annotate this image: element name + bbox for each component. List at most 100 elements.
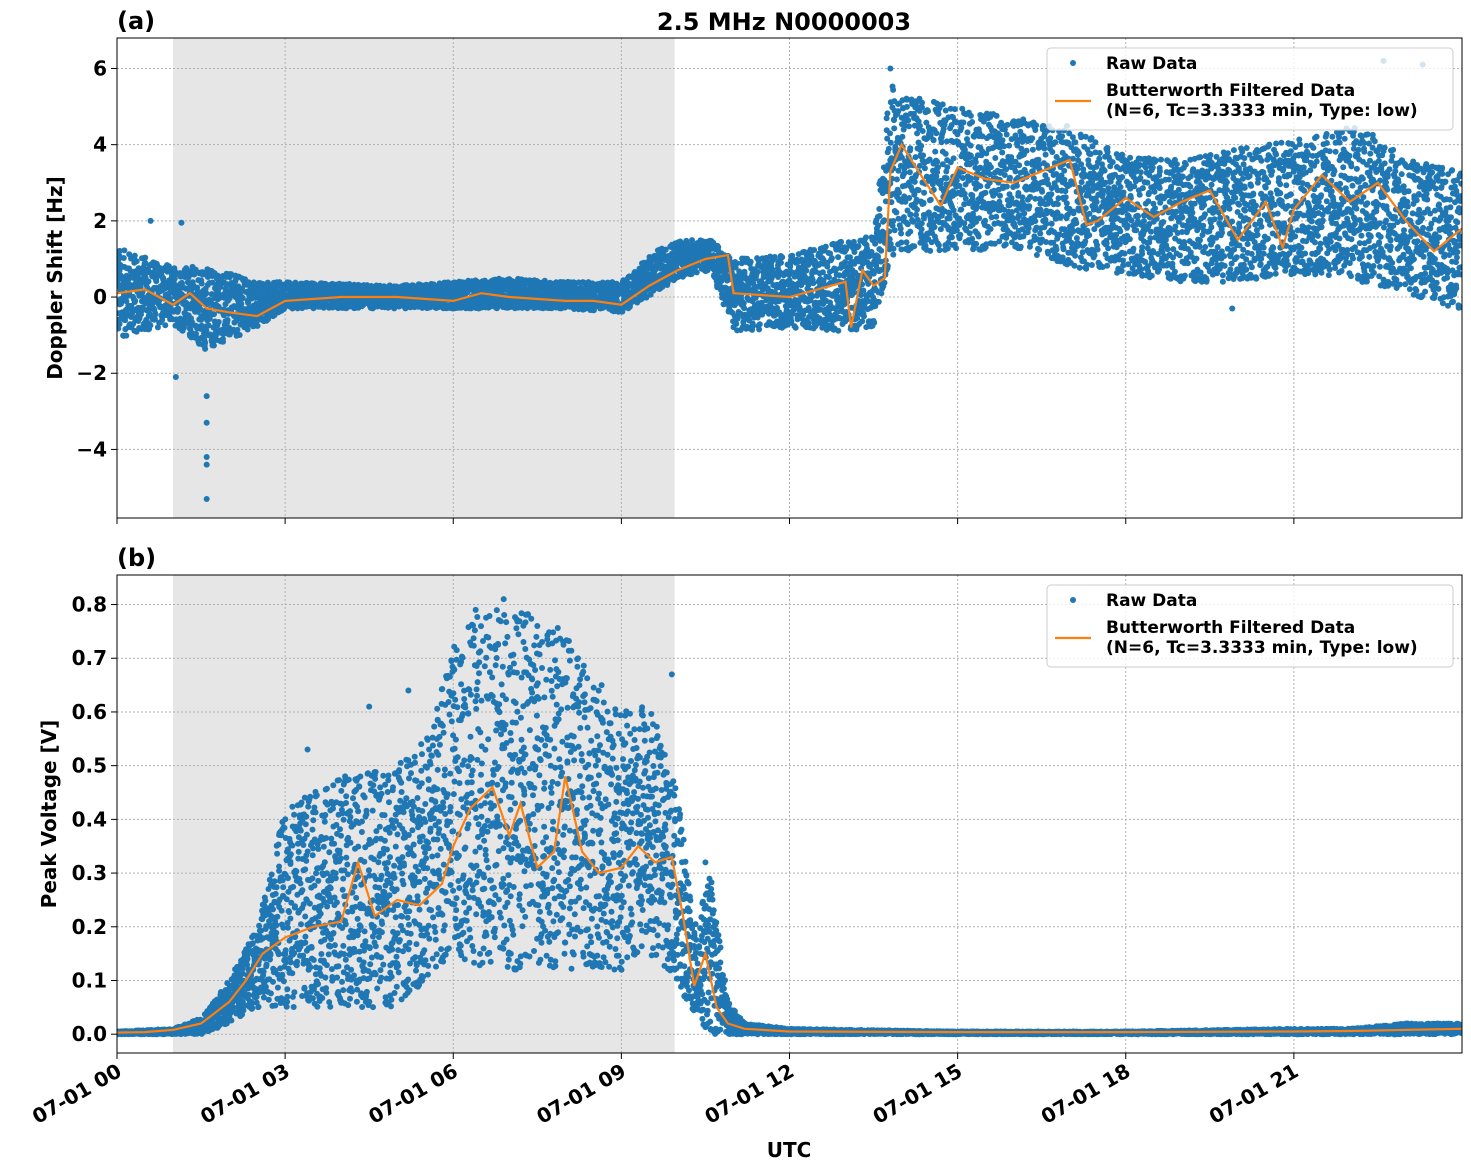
raw-data-point: [117, 325, 122, 332]
raw-data-point: [876, 206, 883, 212]
raw-data-point: [927, 247, 934, 254]
raw-data-point: [201, 340, 208, 347]
raw-data-point: [903, 103, 910, 110]
raw-data-point: [907, 211, 914, 218]
raw-data-point: [885, 145, 892, 152]
raw-data-point: [778, 259, 784, 266]
raw-data-point: [117, 247, 123, 254]
raw-data-point: [878, 247, 885, 254]
raw-data-point: [205, 322, 212, 329]
raw-data-point: [171, 275, 178, 282]
raw-data-point: [936, 247, 943, 254]
raw-data-point: [835, 254, 842, 261]
raw-data-point: [792, 324, 799, 331]
raw-data-point: [843, 316, 850, 323]
raw-data-point: [932, 148, 939, 155]
raw-data-point: [930, 137, 937, 143]
raw-data-point: [779, 254, 786, 261]
raw-data-point: [189, 279, 196, 286]
raw-data-point: [152, 311, 159, 318]
raw-data-point: [933, 130, 940, 137]
raw-data-point: [906, 123, 912, 130]
raw-data-point: [238, 300, 245, 307]
raw-data-point: [203, 327, 210, 334]
raw-data-point: [154, 324, 161, 331]
raw-data-point: [911, 178, 918, 185]
raw-data-point: [835, 327, 842, 334]
raw-data-point: [890, 245, 897, 252]
raw-data-point: [210, 342, 217, 349]
raw-data-point: [920, 199, 927, 206]
raw-data-point: [911, 243, 918, 250]
raw-data-point: [875, 222, 882, 229]
raw-data-point: [890, 86, 897, 93]
raw-data-point: [198, 280, 205, 287]
raw-data-point: [810, 280, 817, 287]
raw-data-point: [822, 243, 829, 250]
raw-data-point: [927, 196, 934, 203]
raw-data-point: [943, 175, 950, 182]
raw-data-point: [896, 189, 902, 196]
raw-data-point: [916, 122, 923, 129]
raw-data-point: [826, 274, 832, 281]
raw-data-point: [749, 320, 756, 327]
raw-data-point: [914, 206, 920, 213]
raw-data-point: [167, 295, 173, 302]
raw-data-point: [740, 300, 747, 307]
raw-data-point: [918, 220, 925, 227]
raw-data-point: [887, 139, 894, 146]
raw-data-point: [828, 255, 835, 262]
raw-data-point: [884, 110, 891, 117]
raw-data-point: [211, 311, 217, 318]
raw-data-point: [715, 244, 722, 251]
raw-data-point: [131, 252, 138, 259]
raw-data-point: [942, 107, 949, 114]
raw-data-point: [875, 298, 882, 305]
raw-data-point: [756, 326, 763, 333]
raw-data-point: [905, 117, 912, 124]
raw-data-point: [123, 332, 130, 339]
raw-data-point: [803, 267, 810, 274]
raw-data-point: [887, 130, 893, 137]
raw-data-point: [893, 176, 900, 183]
raw-data-point: [239, 295, 246, 302]
raw-data-point: [142, 259, 149, 266]
raw-data-point: [193, 330, 199, 337]
raw-data-point: [921, 165, 928, 172]
raw-data-point: [919, 99, 925, 106]
raw-data-point: [771, 254, 778, 260]
raw-data-point: [147, 322, 154, 329]
raw-data-point: [693, 269, 700, 276]
figure-title: 2.5 MHz N0000003: [657, 8, 911, 36]
raw-data-point: [876, 213, 883, 219]
raw-data-point: [918, 226, 925, 233]
raw-data-point: [850, 238, 857, 245]
raw-data-point: [918, 142, 925, 149]
raw-data-point: [899, 133, 906, 140]
raw-data-point: [901, 170, 908, 176]
raw-data-point: [925, 108, 931, 115]
raw-data-point: [689, 237, 695, 244]
raw-data-point: [939, 101, 946, 108]
raw-data-point: [921, 189, 928, 196]
raw-data-point: [747, 258, 754, 265]
raw-data-point: [881, 217, 888, 224]
raw-data-point: [934, 158, 941, 165]
raw-data-point: [906, 195, 913, 201]
raw-data-point: [202, 345, 209, 352]
raw-data-point: [907, 145, 914, 152]
raw-data-point: [203, 290, 210, 297]
raw-data-point: [120, 255, 127, 261]
raw-data-point: [903, 239, 910, 246]
raw-data-point: [890, 218, 897, 224]
raw-data-point: [733, 320, 740, 327]
raw-data-point: [912, 154, 919, 161]
raw-data-point: [938, 139, 945, 146]
raw-data-point: [895, 215, 902, 222]
raw-data-point: [914, 130, 921, 137]
raw-data-point: [863, 234, 869, 241]
raw-data-point: [890, 251, 897, 258]
raw-data-point: [855, 243, 862, 250]
raw-data-point: [220, 338, 226, 345]
